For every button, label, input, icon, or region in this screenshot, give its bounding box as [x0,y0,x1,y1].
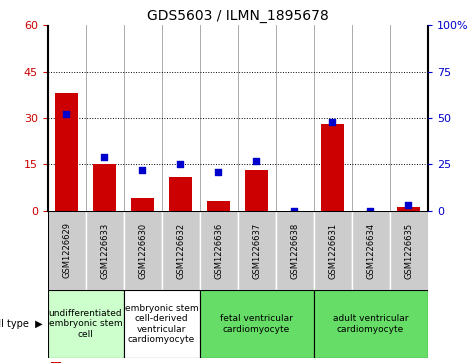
Text: GSM1226637: GSM1226637 [252,223,261,278]
Text: GSM1226629: GSM1226629 [62,223,71,278]
Bar [200,290,314,358]
Bar [314,211,352,290]
Bar [48,211,86,290]
Text: GSM1226632: GSM1226632 [176,223,185,278]
Point [329,119,336,125]
Bar [124,290,200,358]
Bar [55,93,78,211]
Text: embryonic stem
cell-derived
ventricular
cardiomyocyte: embryonic stem cell-derived ventricular … [124,304,199,344]
Bar [245,170,268,211]
Bar [124,211,162,290]
Point [177,161,184,167]
Text: GSM1226630: GSM1226630 [138,223,147,278]
Point [139,167,146,173]
Bar [86,211,124,290]
Bar [131,198,154,211]
Point [367,208,374,213]
Bar [51,362,61,363]
Bar [169,177,192,211]
Text: GSM1226635: GSM1226635 [404,223,413,278]
Text: GSM1226634: GSM1226634 [366,223,375,278]
Bar [352,211,390,290]
Point [405,202,412,208]
Bar [397,207,420,211]
Point [253,158,260,163]
Bar [276,211,314,290]
Point [215,169,222,175]
Bar [390,211,428,290]
Point [63,111,70,117]
Bar [321,124,344,211]
Bar [48,290,124,358]
Bar [162,211,199,290]
Bar [200,211,238,290]
Bar [238,211,276,290]
Text: cell type  ▶: cell type ▶ [0,319,43,329]
Text: adult ventricular
cardiomyocyte: adult ventricular cardiomyocyte [333,314,408,334]
Text: fetal ventricular
cardiomyocyte: fetal ventricular cardiomyocyte [220,314,293,334]
Bar [207,201,230,211]
Bar [93,164,116,211]
Point [101,154,108,160]
Point [291,208,298,213]
Text: undifferentiated
embryonic stem
cell: undifferentiated embryonic stem cell [48,309,123,339]
Text: GSM1226638: GSM1226638 [290,223,299,278]
Text: GSM1226633: GSM1226633 [100,223,109,278]
Bar [314,290,428,358]
Title: GDS5603 / ILMN_1895678: GDS5603 / ILMN_1895678 [147,9,328,23]
Text: GSM1226631: GSM1226631 [328,223,337,278]
Text: GSM1226636: GSM1226636 [214,223,223,278]
